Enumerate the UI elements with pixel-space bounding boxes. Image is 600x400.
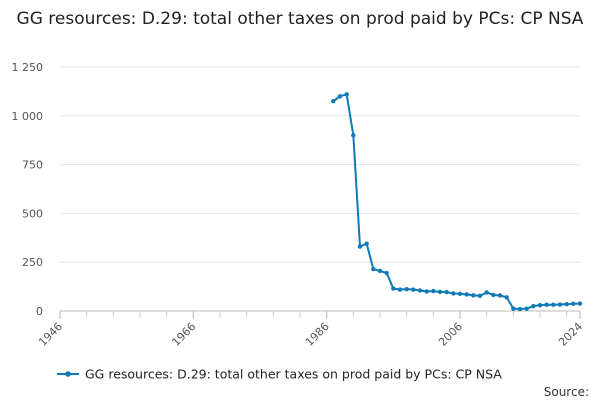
legend-marker	[65, 371, 71, 377]
data-point	[364, 241, 369, 246]
y-tick-labels: 0 250 500 750 1 000 1 250	[12, 61, 44, 318]
y-tick-label: 750	[22, 159, 43, 172]
data-point	[551, 302, 556, 307]
data-point	[431, 288, 436, 294]
x-tick-label: 2006	[436, 320, 465, 349]
data-point	[371, 266, 376, 272]
x-tick-labels: 1946 1966 1986 2006 2024	[36, 320, 585, 349]
data-point	[391, 286, 396, 291]
data-point	[544, 302, 549, 307]
data-point	[397, 287, 403, 292]
y-tick-label: 0	[36, 305, 43, 318]
data-point	[344, 92, 349, 97]
data-point	[484, 290, 489, 295]
data-point	[564, 301, 569, 307]
data-point	[557, 302, 563, 307]
x-tick-label: 1986	[303, 320, 332, 349]
data-point	[457, 291, 463, 297]
grid-lines	[59, 66, 581, 319]
data-point	[357, 244, 363, 249]
data-point	[451, 291, 456, 296]
chart-title: GG resources: D.29: total other taxes on…	[16, 9, 584, 29]
data-point	[491, 292, 496, 298]
x-tick-label: 1946	[36, 320, 65, 349]
data-point	[404, 286, 409, 292]
x-tick-label: 1966	[169, 320, 198, 349]
data-point	[331, 98, 336, 104]
data-point	[571, 301, 576, 306]
y-tick-label: 1 000	[12, 110, 44, 123]
data-point	[351, 133, 356, 138]
data-point	[577, 301, 583, 306]
data-point	[464, 292, 469, 297]
data-point	[437, 289, 443, 295]
y-tick-label: 250	[22, 256, 43, 269]
data-point	[384, 270, 389, 276]
data-point	[417, 288, 423, 293]
data-point	[444, 289, 449, 295]
series-line	[332, 93, 581, 311]
y-tick-label: 500	[22, 207, 43, 220]
legend: GG resources: D.29: total other taxes on…	[57, 367, 502, 382]
y-tick-label: 1 250	[12, 61, 44, 74]
source-label: Source:	[544, 385, 589, 399]
data-point	[471, 293, 476, 298]
data-point	[531, 303, 536, 309]
data-point	[477, 293, 483, 298]
data-point	[497, 293, 503, 298]
x-tick-label: 2024	[556, 320, 585, 349]
data-point	[337, 94, 343, 99]
data-point	[377, 268, 383, 274]
data-point	[524, 306, 529, 311]
data-point	[537, 302, 543, 308]
legend-label: GG resources: D.29: total other taxes on…	[85, 367, 502, 382]
data-point	[424, 289, 429, 294]
data-point	[411, 287, 416, 292]
data-point	[504, 295, 509, 300]
plot-area	[331, 92, 583, 312]
data-point	[517, 306, 523, 312]
data-point	[511, 306, 516, 311]
